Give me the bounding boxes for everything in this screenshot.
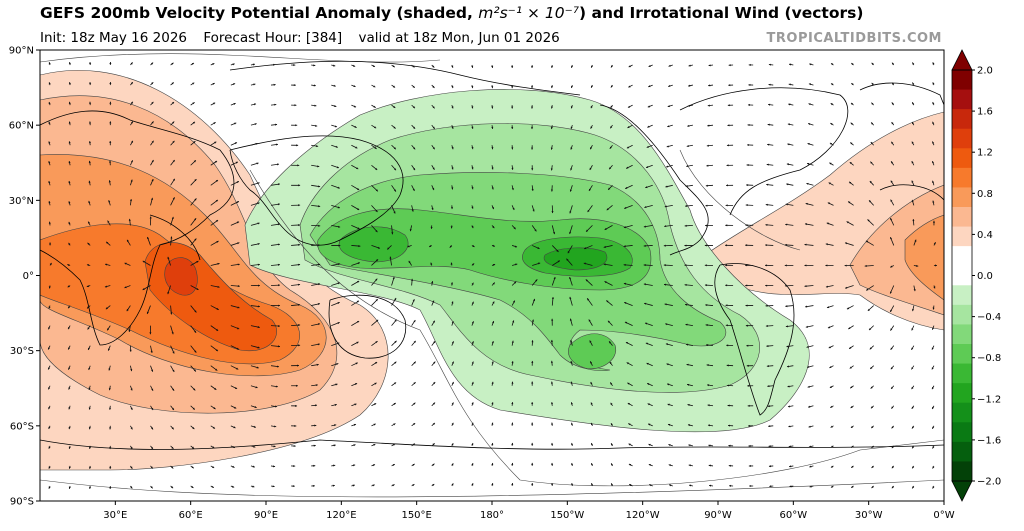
lat-tick-label: 30°S — [10, 346, 34, 357]
lon-tick-label: 120°E — [326, 510, 356, 521]
lon-tick-label: 60°E — [179, 510, 203, 521]
colorbar-tick-label: −2.0 — [977, 477, 1001, 488]
lon-tick-label: 120°W — [626, 510, 660, 521]
colorbar-segment — [952, 129, 972, 149]
lon-tick-label: 30°W — [855, 510, 883, 521]
colorbar-segment — [952, 168, 972, 188]
colorbar-segment — [952, 305, 972, 325]
colorbar-segment — [952, 364, 972, 384]
lon-tick-label: 60°W — [780, 510, 808, 521]
colorbar-segment — [952, 187, 972, 207]
colorbar-min-arrow — [952, 481, 972, 501]
colorbar-segment — [952, 324, 972, 344]
colorbar-tick-label: 0.0 — [977, 271, 993, 282]
lat-tick-label: 60°S — [10, 421, 34, 432]
lat-tick-label: 0° — [23, 271, 34, 282]
colorbar-segment — [952, 461, 972, 481]
lon-tick-label: 30°E — [103, 510, 127, 521]
colorbar-segment — [952, 148, 972, 168]
colorbar-segment — [952, 422, 972, 442]
colorbar: 2.0 1.6 1.2 0.8 0.4 0.0 −0.4 −0.8 −1.2 −1.6 −2.0 — [952, 50, 1001, 501]
colorbar-tick-label: 2.0 — [977, 66, 993, 77]
colorbar-segment — [952, 207, 972, 227]
lon-tick-label: 150°E — [401, 510, 431, 521]
colorbar-tick-label: 0.4 — [977, 230, 993, 241]
colorbar-segment — [952, 246, 972, 266]
lat-tick-label: 90°S — [10, 497, 34, 508]
colorbar-segment — [952, 403, 972, 423]
lon-tick-label: 0°W — [933, 510, 954, 521]
colorbar-tick-label: 1.2 — [977, 148, 993, 159]
colorbar-segment — [952, 266, 972, 286]
lat-tick-label: 60°N — [9, 121, 34, 132]
colorbar-segment — [952, 90, 972, 110]
colorbar-segment — [952, 285, 972, 305]
colorbar-tick-label: −1.6 — [977, 435, 1001, 446]
lon-tick-label: 90°E — [254, 510, 278, 521]
colorbar-tick-label: −1.2 — [977, 394, 1001, 405]
colorbar-tick-label: −0.8 — [977, 353, 1001, 364]
lon-tick-label: 180° — [480, 510, 504, 521]
lat-tick-label: 90°N — [9, 46, 34, 57]
colorbar-segment — [952, 70, 972, 90]
colorbar-segment — [952, 383, 972, 403]
colorbar-tick-label: 0.8 — [977, 189, 993, 200]
colorbar-segment — [952, 442, 972, 462]
colorbar-tick-label: 1.6 — [977, 107, 993, 118]
colorbar-max-arrow — [952, 50, 972, 70]
lon-tick-label: 90°W — [704, 510, 732, 521]
colorbar-segment — [952, 344, 972, 364]
colorbar-segment — [952, 109, 972, 129]
colorbar-segment — [952, 227, 972, 247]
colorbar-tick-label: −0.4 — [977, 312, 1001, 323]
lat-tick-label: 30°N — [9, 196, 34, 207]
lon-tick-label: 150°W — [550, 510, 584, 521]
